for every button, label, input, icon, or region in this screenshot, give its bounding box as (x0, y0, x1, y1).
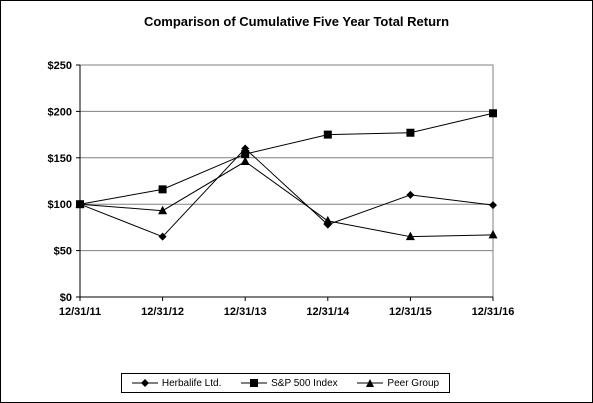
legend-item-peer-group: Peer Group (357, 378, 439, 389)
x-tick-label: 12/31/12 (141, 306, 184, 318)
data-point-herbalife-ltd (158, 232, 167, 241)
data-point-peer-group (323, 215, 333, 225)
triangle-marker-icon (357, 379, 384, 387)
data-point-peer-group (240, 156, 250, 166)
y-tick-label: $50 (54, 246, 72, 258)
series-line-s-p-500-index (79, 112, 494, 205)
series-line-peer-group (79, 160, 494, 238)
data-point-peer-group (405, 231, 415, 241)
y-tick-label: $150 (48, 153, 72, 165)
legend-label-herbalife: Herbalife Ltd. (161, 377, 222, 389)
square-marker-icon (241, 379, 268, 387)
x-tick-label: 12/31/16 (472, 306, 515, 318)
y-tick-label: $200 (48, 106, 72, 118)
x-tick-label: 12/31/11 (59, 306, 101, 318)
x-tick-label: 12/31/14 (306, 306, 350, 318)
legend-label-peer-group: Peer Group (387, 377, 440, 389)
data-point-s-p-500-index (323, 130, 332, 139)
data-point-peer-group (488, 229, 498, 239)
y-tick-label: $100 (48, 199, 72, 211)
data-point-s-p-500-index (158, 185, 167, 194)
chart-title: Comparison of Cumulative Five Year Total… (143, 14, 450, 29)
legend-label-sp500: S&P 500 Index (271, 377, 338, 389)
data-point-s-p-500-index (241, 150, 250, 159)
data-point-peer-group (158, 205, 168, 215)
data-point-s-p-500-index (489, 109, 497, 118)
data-point-herbalife-ltd (489, 201, 497, 210)
y-tick-label: $250 (48, 60, 72, 72)
data-point-peer-group (75, 199, 85, 208)
data-point-herbalife-ltd (406, 190, 415, 199)
x-tick-label: 12/31/15 (389, 306, 432, 318)
plot-area (79, 64, 494, 298)
diamond-marker-icon (131, 379, 158, 387)
legend-item-herbalife: Herbalife Ltd. (131, 377, 222, 389)
x-tick-label: 12/31/13 (224, 306, 267, 318)
legend-item-sp500: S&P 500 Index (241, 378, 338, 389)
data-point-s-p-500-index (406, 128, 415, 137)
y-tick-label: $0 (60, 292, 72, 304)
series-line-herbalife-ltd (79, 147, 494, 238)
legend: Herbalife Ltd. S&P 500 Index Peer Group (121, 373, 450, 393)
